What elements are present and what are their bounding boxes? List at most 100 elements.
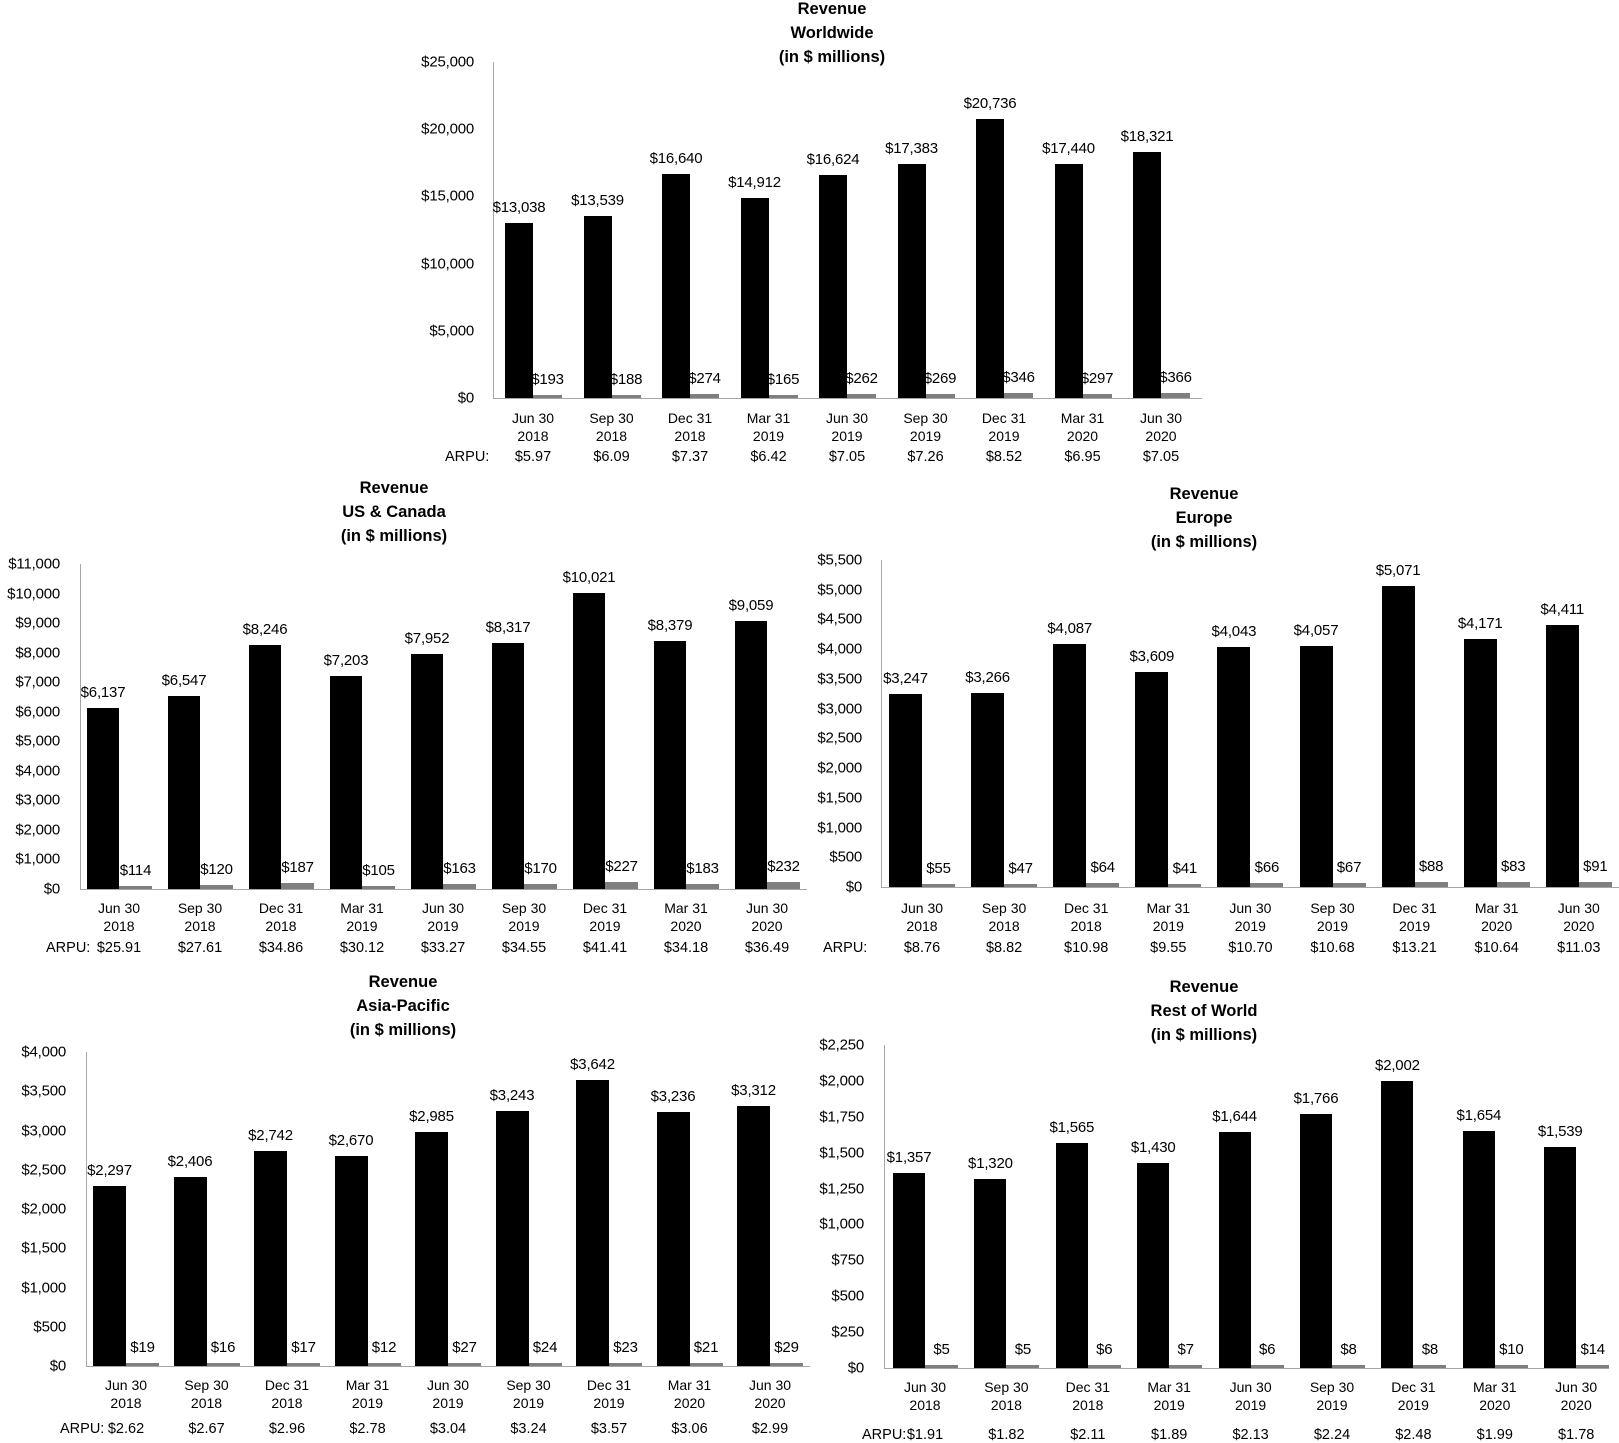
- revenue-bar: [893, 1173, 925, 1368]
- secondary-value-label: $366: [1159, 369, 1192, 387]
- y-tick-label: $10,000: [7, 585, 60, 603]
- y-tick-label: $1,000: [817, 819, 862, 837]
- x-category-year: 2019: [1316, 918, 1349, 934]
- x-category-label: Jun 30 2020: [1555, 1378, 1597, 1414]
- arpu-value: $1.89: [1151, 1427, 1188, 1443]
- secondary-value-label: $5: [1014, 1341, 1032, 1358]
- x-category-year: 2019: [831, 428, 863, 444]
- arpu-value: $25.91: [96, 940, 142, 956]
- revenue-value-label: $3,312: [731, 1082, 776, 1099]
- chart-subtitle: (in $ millions): [1150, 533, 1258, 551]
- x-category-date: Jun 30: [748, 1377, 792, 1393]
- arpu-value: $6.42: [750, 449, 787, 465]
- x-category-date: Sep 30: [981, 900, 1027, 916]
- chart-subtitle: (in $ millions): [349, 1021, 457, 1039]
- revenue-bar: [976, 119, 1004, 398]
- x-category-date: Jun 30: [900, 900, 944, 916]
- secondary-value-label: $232: [767, 858, 800, 876]
- x-axis-line: [86, 1366, 810, 1367]
- x-category-label: Sep 30 2019: [502, 899, 546, 935]
- secondary-bar: [1169, 1365, 1203, 1368]
- y-tick-label: $4,000: [15, 762, 60, 780]
- arpu-value: $27.61: [177, 940, 223, 956]
- y-tick-label: $500: [831, 1287, 864, 1305]
- x-category-year: 2019: [508, 918, 540, 934]
- x-category-year: 2019: [752, 428, 785, 444]
- x-category-date: Mar 31: [340, 900, 384, 916]
- y-tick-label: $3,500: [817, 670, 862, 688]
- chart-subtitle: Worldwide: [790, 24, 874, 42]
- secondary-bar: [206, 1363, 240, 1366]
- x-category-label: Jun 30 2019: [826, 409, 868, 445]
- revenue-value-label: $6,137: [80, 683, 126, 701]
- x-category-year: 2018: [1070, 918, 1102, 934]
- x-category-label: Dec 31 2019: [1392, 899, 1436, 935]
- secondary-value-label: $114: [119, 861, 152, 879]
- secondary-bar: [609, 1363, 642, 1366]
- secondary-bar: [1087, 1365, 1121, 1368]
- revenue-value-label: $20,736: [963, 95, 1017, 113]
- arpu-value: $11.03: [1557, 940, 1601, 956]
- x-category-date: Jun 30: [1229, 1379, 1272, 1395]
- revenue-bar: [656, 1111, 690, 1366]
- x-category-date: Sep 30: [506, 1377, 551, 1393]
- chart-title: Revenue: [368, 973, 438, 991]
- chart-subtitle: Asia-Pacific: [356, 997, 450, 1015]
- chart-subtitle: (in $ millions): [340, 527, 448, 545]
- arpu-value: $10.64: [1474, 940, 1519, 956]
- chart-title: Revenue: [1169, 978, 1239, 996]
- chart-subtitle: Europe: [1175, 509, 1233, 527]
- secondary-bar: [1086, 883, 1120, 887]
- y-tick-label: $0: [457, 389, 474, 407]
- revenue-bar: [505, 222, 533, 398]
- revenue-value-label: $3,247: [883, 669, 928, 687]
- revenue-bar: [1217, 646, 1251, 887]
- y-tick-label: $7,000: [15, 673, 60, 691]
- y-tick-label: $250: [831, 1323, 864, 1341]
- secondary-value-label: $47: [1008, 860, 1033, 877]
- y-tick-label: $2,250: [819, 1036, 864, 1054]
- x-category-label: Jun 30 2018: [98, 899, 140, 935]
- revenue-bar: [576, 1080, 609, 1366]
- x-category-year: 2018: [909, 1397, 941, 1413]
- revenue-bar: [1463, 639, 1497, 887]
- y-tick-label: $1,000: [21, 1279, 66, 1296]
- secondary-value-label: $12: [371, 1339, 397, 1356]
- revenue-bar: [974, 1178, 1007, 1368]
- x-category-label: Mar 31 2019: [1147, 899, 1191, 935]
- y-tick-label: $20,000: [421, 120, 474, 138]
- revenue-bar: [1053, 644, 1087, 887]
- x-category-date: Jun 30: [1557, 900, 1600, 916]
- x-category-label: Dec 31 2018: [1064, 899, 1108, 935]
- secondary-bar: [1004, 393, 1033, 398]
- secondary-bar: [925, 394, 955, 398]
- x-category-date: Sep 30: [501, 900, 547, 916]
- secondary-value-label: $66: [1254, 859, 1280, 877]
- arpu-value: $41.41: [582, 940, 628, 956]
- secondary-value-label: $183: [686, 859, 719, 877]
- secondary-value-label: $227: [605, 858, 638, 876]
- arpu-value: $3.57: [590, 1421, 628, 1437]
- secondary-value-label: $6: [1096, 1341, 1113, 1358]
- x-category-date: Jun 30: [421, 900, 465, 916]
- x-category-year: 2018: [184, 918, 216, 934]
- revenue-bar: [1381, 585, 1415, 887]
- x-category-label: Mar 31 2020: [1475, 899, 1519, 935]
- secondary-bar: [287, 1363, 320, 1366]
- revenue-value-label: $1,654: [1456, 1106, 1502, 1124]
- x-category-date: Dec 31: [582, 900, 628, 916]
- x-category-date: Jun 30: [1139, 410, 1183, 426]
- arpu-label: ARPU:: [46, 940, 91, 956]
- secondary-value-label: $274: [688, 370, 721, 388]
- y-tick-label: $0: [845, 878, 862, 896]
- arpu-value: $1.82: [988, 1427, 1025, 1443]
- secondary-bar: [1413, 1365, 1447, 1368]
- y-tick-label: $6,000: [15, 703, 60, 721]
- revenue-value-label: $1,565: [1049, 1119, 1095, 1137]
- arpu-value: $3.06: [671, 1421, 708, 1437]
- secondary-bar: [524, 883, 557, 889]
- x-category-label: Jun 30 2018: [901, 899, 943, 935]
- secondary-value-label: $7: [1177, 1341, 1195, 1358]
- revenue-bar: [1055, 1143, 1088, 1368]
